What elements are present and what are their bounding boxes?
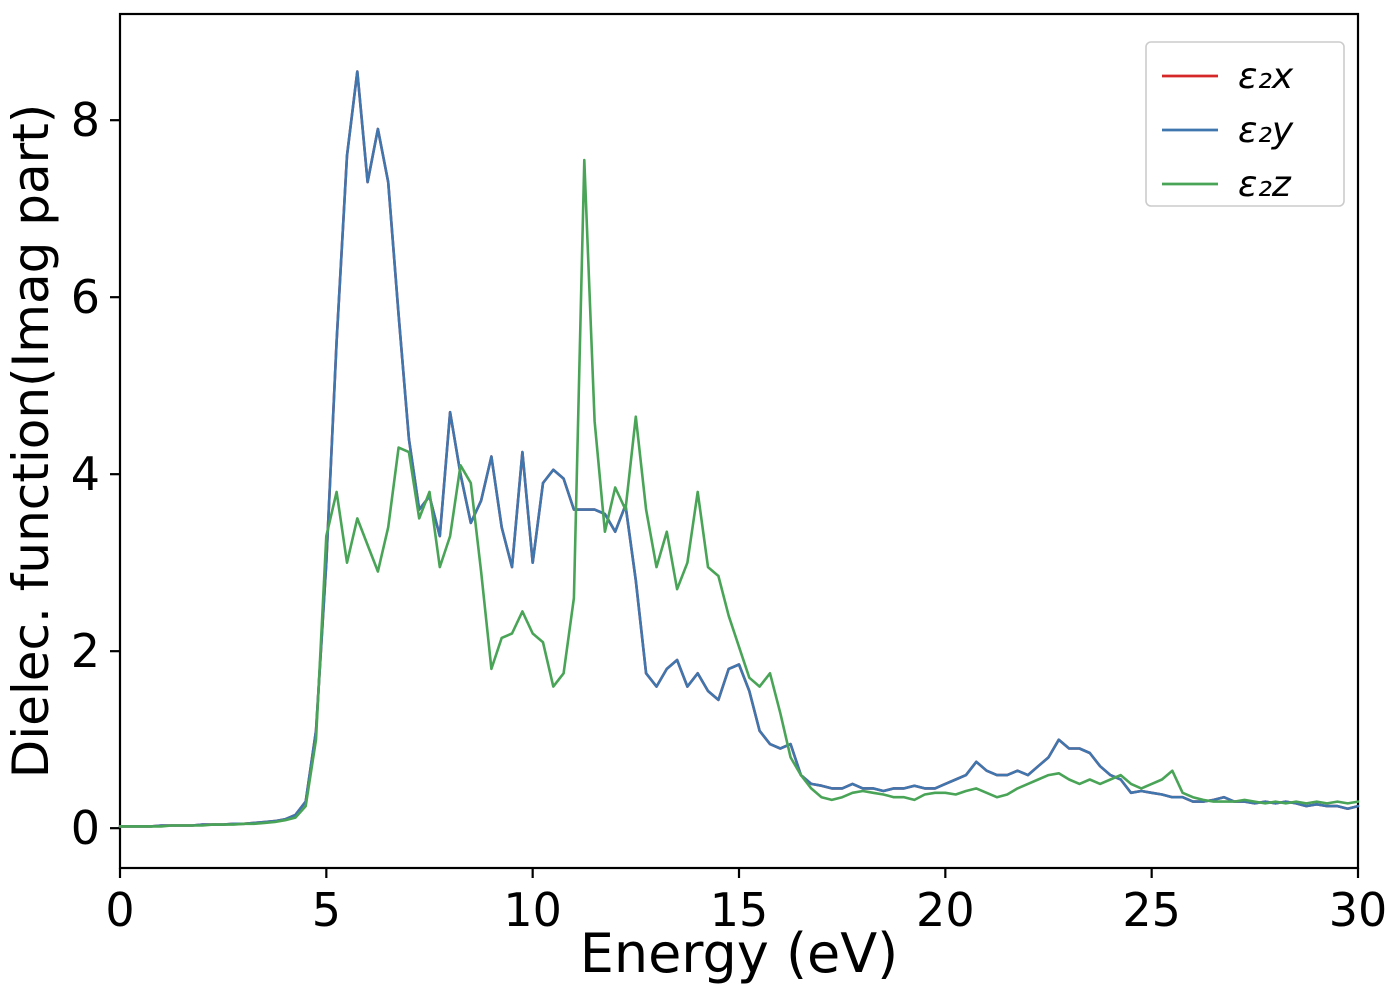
legend: ε₂x ε₂y ε₂z	[1145, 41, 1345, 207]
x-tick-label: 25	[1122, 883, 1181, 937]
x-tick-label: 30	[1329, 883, 1388, 937]
y-tick-label: 2	[71, 624, 100, 678]
y-tick-label: 6	[71, 270, 100, 324]
legend-label: ε₂z	[1238, 164, 1292, 205]
y-tick-label: 4	[71, 447, 100, 501]
x-tick-label: 20	[916, 883, 975, 937]
series-line-2	[118, 158, 1360, 828]
x-tick-label: 5	[312, 883, 341, 937]
x-tick-label: 10	[503, 883, 562, 937]
y-tick-label: 8	[71, 93, 100, 147]
y-axis-label: Dielec. function(Imag part)	[2, 104, 60, 779]
x-tick-label: 0	[105, 883, 134, 937]
x-axis-label: Energy (eV)	[580, 922, 899, 985]
series-line-1	[118, 70, 1360, 828]
plot-layer: 0 5 10 15 20 25 30 0 2 4 6 8	[71, 12, 1388, 937]
x-tick-label: 15	[710, 883, 769, 937]
legend-label: ε₂y	[1238, 110, 1294, 151]
legend-label: ε₂x	[1238, 56, 1294, 97]
legend-box	[1145, 41, 1345, 207]
y-tick-label: 0	[71, 801, 100, 855]
